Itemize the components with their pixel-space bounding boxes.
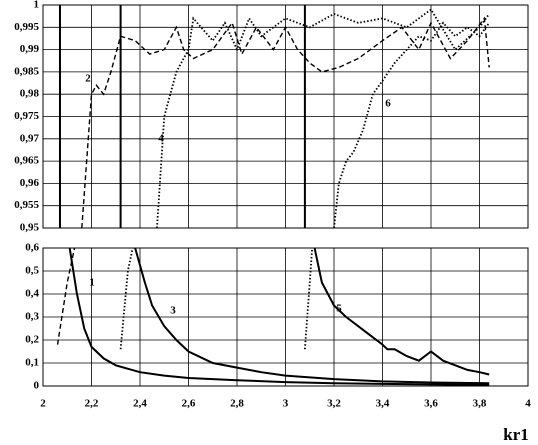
curve-label: 6 — [385, 98, 391, 110]
x-tick-label: 4 — [525, 398, 531, 410]
series-line — [333, 21, 490, 228]
curve-label: 5 — [336, 303, 342, 315]
series-line — [81, 16, 490, 228]
x-tick-label: 3,6 — [424, 398, 438, 410]
y-tick-label: 0,98 — [20, 88, 40, 100]
y-tick-label: 0,2 — [25, 334, 39, 346]
series-line — [156, 8, 490, 228]
series-line — [134, 248, 490, 385]
y-tick-label: 0,96 — [20, 177, 40, 189]
curve-label: 1 — [89, 277, 95, 289]
y-tick-label: 0,97 — [20, 132, 40, 144]
x-tick-label: 2,6 — [182, 398, 196, 410]
y-tick-label: 0,955 — [14, 199, 39, 211]
series-line — [56, 248, 76, 345]
series-line — [68, 248, 490, 386]
plot-frame — [42, 4, 529, 229]
curve-label: 3 — [170, 305, 176, 317]
x-axis-label: kr1 — [503, 425, 529, 444]
curve-label: 2 — [85, 73, 91, 85]
y-tick-label: 0 — [34, 380, 40, 392]
y-tick-label: 0,4 — [25, 288, 39, 300]
y-tick-label: 0,995 — [14, 21, 39, 33]
x-tick-label: 3 — [283, 398, 289, 410]
y-tick-label: 0,975 — [14, 110, 39, 122]
x-tick-label: 2,8 — [230, 398, 244, 410]
x-tick-label: 3,2 — [327, 398, 341, 410]
y-tick-label: 0,1 — [25, 357, 39, 369]
x-tick-label: 2,2 — [85, 398, 99, 410]
y-tick-label: 0,985 — [14, 65, 39, 77]
y-tick-label: 0,965 — [14, 155, 39, 167]
x-tick-label: 2 — [40, 398, 46, 410]
series-line — [313, 248, 490, 376]
x-tick-label: 3,8 — [473, 398, 487, 410]
y-tick-label: 0,95 — [20, 222, 40, 234]
y-tick-label: 0,99 — [20, 43, 40, 55]
y-tick-label: 0,5 — [25, 265, 39, 277]
y-tick-label: 0,6 — [25, 242, 39, 254]
plot-frame — [42, 247, 529, 387]
x-tick-label: 2,4 — [133, 398, 147, 410]
curve-label: 4 — [158, 133, 164, 145]
y-tick-label: 0,3 — [25, 311, 39, 323]
x-tick-label: 3,4 — [376, 398, 390, 410]
series-line — [304, 248, 314, 350]
y-tick-label: 1 — [34, 0, 40, 11]
